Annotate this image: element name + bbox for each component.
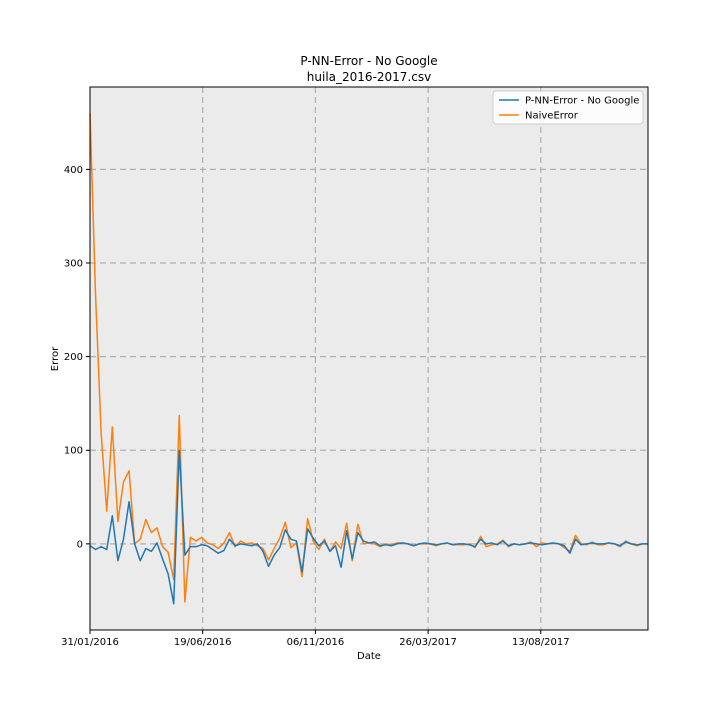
x-tick-label: 31/01/2016 (61, 637, 119, 648)
x-tick-label: 06/11/2016 (287, 637, 345, 648)
y-tick-label: 400 (64, 165, 83, 176)
legend-label-series-2: NaiveError (525, 111, 579, 122)
x-axis: 31/01/2016 19/06/2016 06/11/2016 26/03/2017… (61, 630, 570, 648)
plot-area (89, 86, 649, 631)
y-tick-label: 300 (64, 259, 83, 270)
plot-background (90, 87, 648, 630)
y-tick-label: 200 (64, 352, 83, 363)
plot-frame (89, 86, 649, 631)
y-tick-label: 100 (64, 446, 83, 457)
chart-title: P-NN-Error - No Google (300, 54, 437, 68)
legend: P-NN-Error - No Google NaiveError (492, 90, 644, 125)
y-axis: 0 100 200 300 400 (64, 165, 90, 550)
y-tick-label: 0 (77, 539, 83, 550)
x-tick-label: 19/06/2016 (174, 637, 232, 648)
x-tick-label: 26/03/2017 (399, 637, 457, 648)
x-tick-label: 13/08/2017 (512, 637, 570, 648)
legend-box (492, 90, 644, 125)
chart-subtitle: huila_2016-2017.csv (307, 70, 431, 84)
x-axis-label: Date (357, 651, 381, 662)
series-line-1 (89, 449, 648, 605)
series-lines (89, 113, 648, 605)
legend-label-series-1: P-NN-Error - No Google (525, 96, 639, 107)
y-axis-label: Error (50, 346, 61, 371)
